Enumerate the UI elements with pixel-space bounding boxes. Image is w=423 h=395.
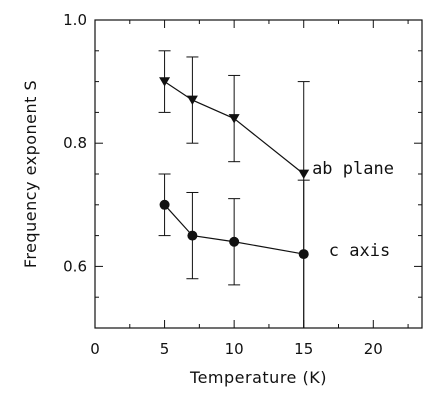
y-tick-label: 0.8 — [63, 134, 87, 152]
x-tick-label: 5 — [160, 340, 170, 358]
y-tick-label: 0.6 — [63, 257, 87, 275]
data-point-triangle — [159, 77, 171, 87]
data-point-triangle — [228, 114, 240, 124]
series-line-ab-plane — [164, 81, 305, 175]
data-point-circle — [229, 236, 240, 247]
data-point-circle — [187, 230, 198, 241]
ticks-group: 0 5 10 15 20 0.6 0.8 1.0 — [63, 11, 422, 358]
data-point-circle — [159, 199, 170, 210]
x-tick-label: 20 — [364, 340, 383, 358]
y-tick-label: 1.0 — [63, 11, 87, 29]
x-tick-label: 0 — [90, 340, 100, 358]
label-c-axis: c axis — [329, 241, 390, 261]
data-point-circle — [298, 249, 309, 260]
series-line-c-axis — [164, 204, 304, 255]
x-tick-label: 10 — [225, 340, 244, 358]
data-point-triangle — [186, 95, 198, 106]
data-point-triangle — [298, 169, 310, 179]
series-group: ab plane c axis — [158, 50, 394, 328]
y-axis-title: Frequency exponent S — [21, 80, 40, 268]
label-ab-plane: ab plane — [312, 159, 394, 179]
x-axis-title: Temperature (K) — [189, 368, 327, 387]
x-tick-label: 15 — [294, 340, 313, 358]
